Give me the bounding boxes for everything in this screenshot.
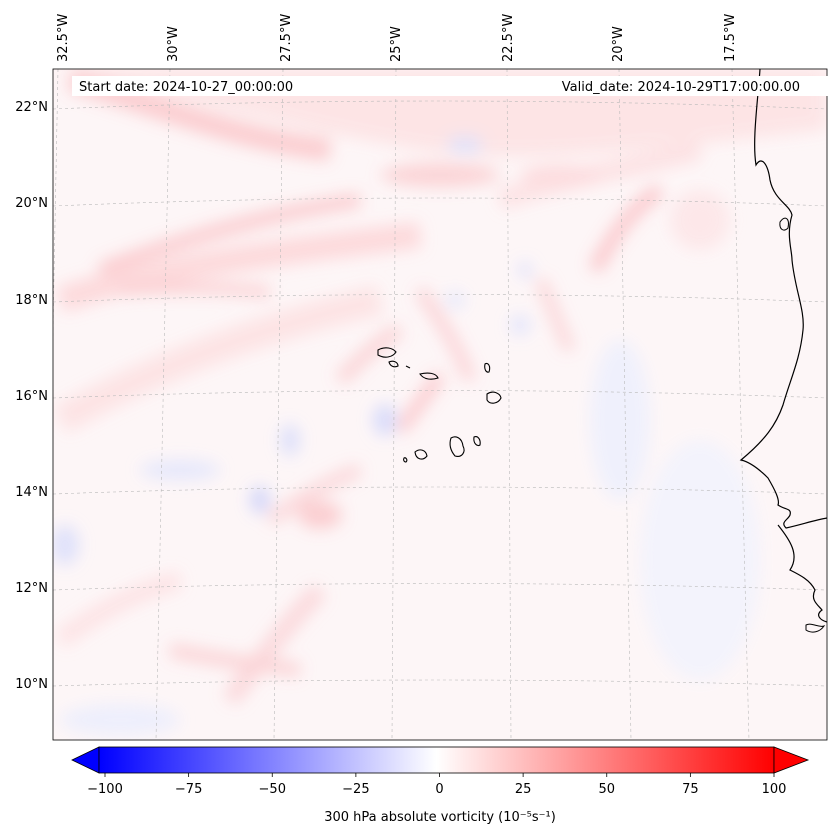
vorticity-field [53, 69, 827, 740]
colorbar-ticks: −100 −75 −50 −25 0 25 50 75 100 [87, 773, 786, 797]
colorbar-gradient [98, 746, 775, 774]
cape-verde-islands [377, 347, 502, 463]
longitude-labels: 32.5°W 30°W 27.5°W 25°W 22.5°W 20°W 17.5… [56, 14, 738, 62]
colorbar: −100 −75 −50 −25 0 25 50 75 100 300 hPa absolute… [71, 746, 810, 825]
west-africa-coastline [739, 69, 827, 529]
colorbar-tick-label: 75 [682, 782, 699, 797]
lon-label: 17.5°W [723, 14, 738, 62]
colorbar-tick-label: 25 [515, 782, 532, 797]
valid-date-label: Valid_date: 2024-10-29T17:00:00.00 [562, 80, 800, 95]
map-panel: Start date: 2024-10-27_00:00:00 Valid_da… [52, 68, 828, 741]
lat-label: 18°N [15, 293, 48, 308]
colorbar-label: 300 hPa absolute vorticity (10⁻⁵s⁻¹) [324, 810, 556, 825]
lon-label: 27.5°W [279, 14, 294, 62]
colorbar-tick-label: −100 [87, 782, 123, 797]
lon-label: 25°W [389, 26, 404, 62]
lon-label: 32.5°W [56, 14, 71, 62]
gridlines [53, 69, 827, 740]
lon-label: 20°W [611, 26, 626, 62]
colorbar-tick-label: 100 [762, 782, 787, 797]
colorbar-tick-label: 50 [598, 782, 615, 797]
colorbar-extend-high [773, 746, 810, 774]
colorbar-tick-label: −75 [175, 782, 202, 797]
colorbar-tick-label: −50 [259, 782, 286, 797]
colorbar-tick-label: −25 [342, 782, 369, 797]
colorbar-extend-low [71, 746, 100, 774]
lat-label: 22°N [15, 100, 48, 115]
lat-label: 10°N [15, 677, 48, 692]
start-date-label: Start date: 2024-10-27_00:00:00 [79, 80, 293, 95]
lon-label: 30°W [166, 26, 181, 62]
latitude-labels: 22°N 20°N 18°N 16°N 14°N 12°N 10°N [15, 100, 48, 692]
lat-label: 12°N [15, 581, 48, 596]
annotation-strip [72, 76, 828, 96]
lon-label: 22.5°W [501, 14, 516, 62]
colorbar-tick-label: 0 [435, 782, 443, 797]
lat-label: 14°N [15, 485, 48, 500]
map-frame [52, 68, 828, 741]
lat-label: 20°N [15, 196, 48, 211]
lat-label: 16°N [15, 389, 48, 404]
